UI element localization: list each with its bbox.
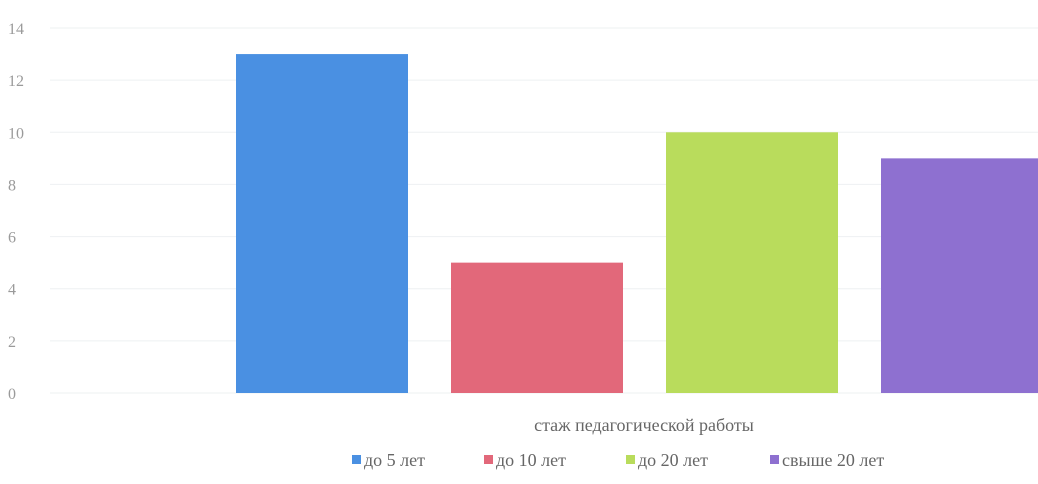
legend-item: до 10 лет	[484, 450, 566, 470]
y-axis-ticks: 0 2 4 6 8 10 12 14	[8, 21, 24, 403]
legend-label: свыше 20 лет	[782, 450, 884, 470]
y-tick-label: 0	[8, 386, 16, 403]
y-tick-label: 10	[8, 125, 24, 142]
legend-swatch	[626, 455, 635, 464]
legend-item: свыше 20 лет	[770, 450, 884, 470]
legend-item: до 5 лет	[352, 450, 425, 470]
legend-swatch	[352, 455, 361, 464]
bar-1	[236, 54, 408, 393]
legend-item: до 20 лет	[626, 450, 708, 470]
legend: до 5 лет до 10 лет до 20 лет свыше 20 лет	[352, 450, 884, 470]
legend-label: до 20 лет	[638, 450, 708, 470]
bars	[236, 54, 1038, 394]
y-tick-label: 14	[8, 21, 24, 38]
bar-4	[881, 158, 1038, 393]
legend-swatch	[484, 455, 493, 464]
y-tick-label: 4	[8, 282, 16, 299]
y-tick-label: 12	[8, 73, 24, 90]
bar-2	[451, 262, 623, 393]
legend-label: до 10 лет	[496, 450, 566, 470]
y-tick-label: 8	[8, 177, 16, 194]
y-tick-label: 6	[8, 230, 16, 247]
y-tick-label: 2	[8, 334, 16, 351]
legend-label: до 5 лет	[364, 450, 425, 470]
legend-swatch	[770, 455, 779, 464]
x-axis-label: стаж педагогической работы	[534, 415, 754, 435]
bar-3	[666, 132, 838, 394]
